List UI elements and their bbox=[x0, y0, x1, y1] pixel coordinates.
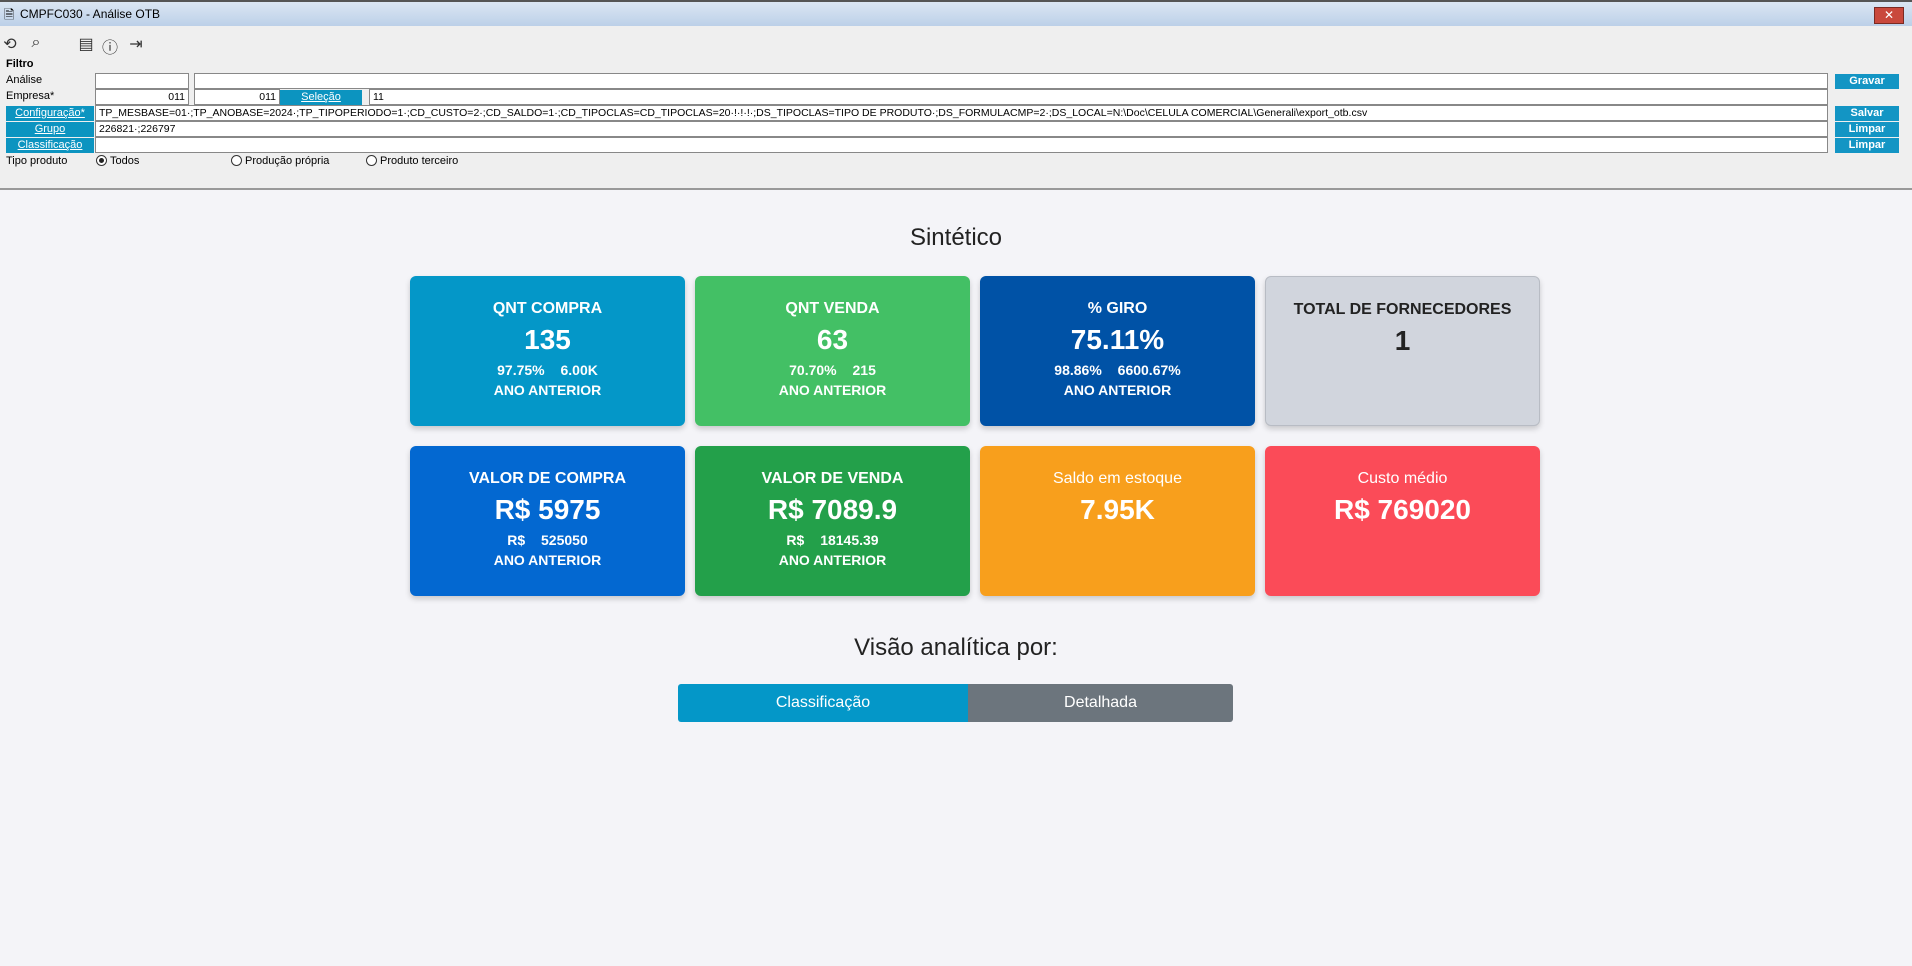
kpi-value: 75.11% bbox=[1070, 324, 1165, 355]
kpi-title: % GIRO bbox=[1087, 300, 1148, 317]
configuracao-button[interactable]: Configuração* bbox=[6, 106, 94, 121]
salvar-button[interactable]: Salvar bbox=[1835, 106, 1899, 121]
kpi-title: TOTAL DE FORNECEDORES bbox=[1293, 301, 1512, 318]
analytic-title: Visão analítica por: bbox=[854, 634, 1058, 661]
kpi-title: VALOR DE COMPRA bbox=[468, 470, 627, 487]
limpar-grupo-button[interactable]: Limpar bbox=[1835, 122, 1899, 137]
kpi-sub: 97.75% 6.00K bbox=[497, 362, 598, 378]
undo-icon[interactable]: ⟲ bbox=[3, 36, 17, 53]
kpi-foot: ANO ANTERIOR bbox=[493, 382, 602, 398]
classificacao-button[interactable]: Classificação bbox=[6, 138, 94, 153]
kpi-card: Saldo em estoque 7.95K bbox=[980, 446, 1255, 596]
kpi-sub: R$ 525050 bbox=[507, 532, 588, 548]
kpi-card: Custo médio R$ 769020 bbox=[1265, 446, 1540, 596]
kpi-card: QNT COMPRA 135 97.75% 6.00K ANO ANTERIOR bbox=[410, 276, 685, 426]
close-button[interactable]: ✕ bbox=[1874, 7, 1904, 24]
radio-icon bbox=[231, 155, 242, 166]
analise-desc-input[interactable] bbox=[194, 73, 1828, 89]
kpi-value: 1 bbox=[1394, 325, 1411, 356]
window-title: CMPFC030 - Análise OTB bbox=[20, 7, 161, 21]
help-icon[interactable]: ⓘ bbox=[101, 40, 118, 57]
title-bar: 🗎 CMPFC030 - Análise OTB ✕ bbox=[0, 0, 1912, 26]
kpi-foot: ANO ANTERIOR bbox=[778, 552, 887, 568]
empresa-from-input[interactable]: 011 bbox=[95, 89, 189, 105]
radio-label: Todos bbox=[110, 155, 140, 167]
kpi-title: VALOR DE VENDA bbox=[761, 470, 904, 487]
filter-heading: Filtro bbox=[6, 58, 34, 70]
app-icon: 🗎 bbox=[4, 7, 15, 22]
classificacao-input[interactable] bbox=[95, 137, 1828, 153]
kpi-value: 7.95K bbox=[1080, 494, 1155, 525]
tab-classificacao[interactable]: Classificação bbox=[678, 684, 968, 722]
kpi-card: VALOR DE VENDA R$ 7089.9 R$ 18145.39 ANO AN… bbox=[695, 446, 970, 596]
selecao-button[interactable]: Seleção bbox=[280, 90, 362, 105]
kpi-title: QNT VENDA bbox=[785, 300, 880, 317]
kpi-card: TOTAL DE FORNECEDORES 1 bbox=[1265, 276, 1540, 426]
empresa-to-input[interactable]: 011 bbox=[194, 89, 280, 105]
kpi-sub: 70.70% 215 bbox=[789, 362, 876, 378]
analise-code-input[interactable] bbox=[95, 73, 189, 89]
kpi-foot: ANO ANTERIOR bbox=[1063, 382, 1172, 398]
kpi-card: QNT VENDA 63 70.70% 215 ANO ANTERIOR bbox=[695, 276, 970, 426]
empresa-label: Empresa* bbox=[6, 90, 55, 102]
search-icon[interactable]: ⌕ bbox=[31, 34, 41, 51]
radio-label: Produção própria bbox=[245, 155, 330, 167]
kpi-card: % GIRO 75.11% 98.86% 6600.67% ANO ANTERIOR bbox=[980, 276, 1255, 426]
analise-label: Análise bbox=[6, 74, 43, 86]
kpi-value: R$ 7089.9 bbox=[767, 494, 898, 525]
radio-label: Produto terceiro bbox=[380, 155, 459, 167]
kpi-foot: ANO ANTERIOR bbox=[778, 382, 887, 398]
calendar-icon[interactable]: ▤ bbox=[78, 36, 94, 53]
tab-detalhada[interactable]: Detalhada bbox=[968, 684, 1233, 722]
kpi-title: QNT COMPRA bbox=[492, 300, 603, 317]
exit-icon[interactable]: ⇥ bbox=[129, 36, 143, 53]
gravar-button[interactable]: Gravar bbox=[1835, 74, 1899, 89]
radio-produto-terceiro[interactable]: Produto terceiro bbox=[366, 155, 458, 167]
kpi-title: Saldo em estoque bbox=[1053, 470, 1182, 487]
configuracao-input[interactable]: TP_MESBASE=01·;TP_ANOBASE=2024·;TP_TIPOP… bbox=[95, 105, 1828, 121]
radio-producao-propria[interactable]: Produção própria bbox=[231, 155, 329, 167]
grupo-input[interactable]: 226821·;226797 bbox=[95, 121, 1828, 137]
sintetico-title: Sintético bbox=[909, 224, 1003, 251]
radio-icon bbox=[96, 155, 107, 166]
kpi-card: VALOR DE COMPRA R$ 5975 R$ 525050 ANO ANTER… bbox=[410, 446, 685, 596]
tipo-produto-label: Tipo produto bbox=[6, 155, 68, 167]
kpi-sub: R$ 18145.39 bbox=[786, 532, 879, 548]
limpar-classificacao-button[interactable]: Limpar bbox=[1835, 138, 1899, 153]
kpi-sub: 98.86% 6600.67% bbox=[1054, 362, 1181, 378]
kpi-title: Custo médio bbox=[1357, 470, 1448, 487]
kpi-value: R$ 5975 bbox=[494, 494, 601, 525]
kpi-value: 63 bbox=[816, 324, 849, 355]
radio-icon bbox=[366, 155, 377, 166]
kpi-value: R$ 769020 bbox=[1333, 494, 1471, 525]
kpi-value: 135 bbox=[524, 324, 571, 355]
kpi-foot: ANO ANTERIOR bbox=[493, 552, 602, 568]
empresa-selection-input[interactable]: 11 bbox=[369, 89, 1828, 105]
grupo-button[interactable]: Grupo bbox=[6, 122, 94, 137]
radio-todos[interactable]: Todos bbox=[96, 155, 139, 167]
